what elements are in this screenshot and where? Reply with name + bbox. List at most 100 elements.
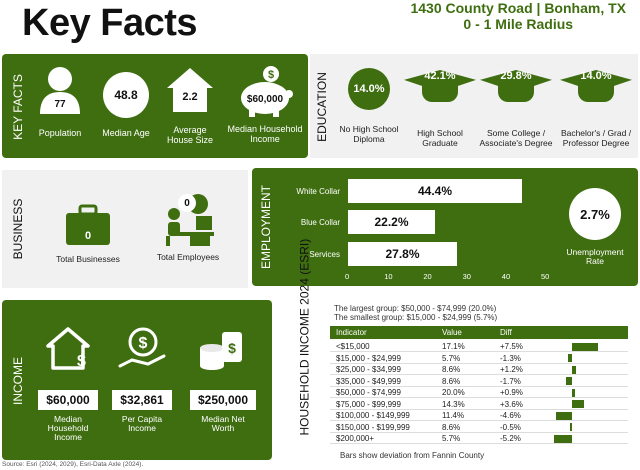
employment-tick: 40 [501,272,511,281]
median-age-circle: 48.8 [103,72,149,118]
total-employees-fact: 0 Total Employees [148,192,228,262]
coins-stack-icon: $ [200,332,242,370]
employment-bar-value: 22.2% [374,215,409,229]
row-diff: +0.9% [500,388,523,397]
diff-bar [572,388,576,397]
median-age-value: 48.8 [114,88,138,102]
row-diff: +7.5% [500,342,523,351]
population-label: Population [38,128,82,138]
row-indicator: $35,000 - $49,999 [336,376,401,386]
graduation-cap-icon: 14.0% [558,62,634,114]
header-value: Value [442,328,462,337]
table-row: $150,000 - $199,999 8.6% -0.5% [330,422,628,433]
median-net-worth-box: $250,000 [190,390,256,410]
diff-bar [554,434,572,443]
row-indicator: $100,000 - $149,999 [336,411,410,420]
median-household-income-box: $60,000 [38,390,98,410]
person-icon [40,67,80,114]
row-value: 14.3% [442,399,465,409]
education-no-diploma: 14.0% No High School Diploma [336,68,402,144]
employment-tick: 50 [541,272,550,281]
unemployment-value: 2.7% [580,206,610,222]
diff-bar [572,342,598,351]
house-size-label: Average House Size [166,125,214,145]
row-value: 8.6% [442,365,461,374]
table-header: Indicator Value Diff [330,326,628,339]
no-diploma-circle: 14.0% [348,68,390,110]
total-employees-label: Total Employees [156,252,220,262]
row-value: 8.6% [442,422,461,432]
median-net-worth-label: Median Net Worth [201,414,245,433]
education-high-school: 42.1% High School Graduate [402,62,478,148]
bachelors-label: Bachelor's / Grad / Professor Degree [560,128,632,148]
total-businesses-fact: 0 Total Businesses [52,204,124,264]
bachelors-value: 14.0% [580,70,612,82]
household-income-footnote: Bars show deviation from Fannin County [340,451,485,460]
total-businesses-label: Total Businesses [56,254,120,264]
row-indicator: $150,000 - $199,999 [336,422,410,432]
employment-bar-value: 27.8% [385,247,420,261]
address: 1430 County Road | Bonham, TX 0 - 1 Mile… [410,0,626,32]
graduation-cap-icon: 42.1% [402,62,478,114]
employment-tick: 20 [423,272,432,281]
piggy-bank-icon: $ [241,66,293,117]
smallest-group-note: The smallest group: $15,000 - $24,999 (5… [334,313,498,322]
employment-row-label: Services [309,250,340,259]
diff-bar [572,365,577,374]
household-income-label: HOUSEHOLD INCOME 2024 (ESRI) [297,238,312,436]
median-age-fact: 48.8 Median Age [94,72,158,138]
household-income-table: Indicator Value Diff <$15,000 17.1% +7.5% $… [330,326,628,448]
briefcase-icon [66,204,110,245]
employment-tick: 30 [462,272,471,281]
page-title: Key Facts [22,2,198,44]
table-row: $35,000 - $49,999 8.6% -1.7% [330,376,628,387]
row-indicator: $15,000 - $24,999 [336,353,401,363]
row-diff: -0.5% [500,422,521,432]
hand-coin-icon: $ [118,327,166,368]
high-school-value: 42.1% [424,70,456,82]
employment-bar: 22.2% [348,210,436,234]
header-indicator: Indicator [336,328,367,337]
row-indicator: <$15,000 [336,342,370,351]
table-row: $15,000 - $24,999 5.7% -1.3% [330,353,628,364]
some-college-label: Some College / Associate's Degree [479,128,553,148]
population-value: 77 [54,99,66,110]
population-fact: 77 Population [30,66,90,138]
row-diff: -5.2% [500,434,521,443]
unemployment-fact: 2.7% Unemployment Rate [560,188,630,266]
row-value: 8.6% [442,376,461,386]
diff-bar [566,377,572,385]
employment-row-label: Blue Collar [300,218,340,227]
svg-text:$: $ [228,340,236,356]
row-diff: +3.6% [500,399,523,409]
largest-group-note: The largest group: $50,000 - $74,999 (20… [334,304,497,313]
median-household-income-value: $60,000 [246,94,284,105]
income-panel [2,300,272,460]
row-value: 11.4% [442,411,465,420]
svg-text:$: $ [139,335,148,352]
education-bachelors: 14.0% Bachelor's / Grad / Professor Degr… [556,62,636,148]
some-college-value: 29.8% [500,70,532,82]
employment-row-label: White Collar [296,187,340,196]
svg-text:$: $ [268,69,274,81]
employment-tick: 10 [384,272,393,281]
source-note: Source: Esri (2024, 2029), Esri-Data Axl… [2,461,144,468]
high-school-label: High School Graduate [417,128,463,148]
income-label: INCOME [11,357,25,405]
table-row: $200,000+ 5.7% -5.2% [330,433,628,444]
diff-bar [556,411,572,420]
diff-bar [570,423,572,431]
row-value: 20.0% [442,388,465,397]
svg-text:$: $ [77,353,86,370]
row-indicator: $200,000+ [336,434,375,443]
education-label: EDUCATION [315,72,329,142]
per-capita-income-label: Per Capita Income [121,414,163,433]
table-row: $75,000 - $99,999 14.3% +3.6% [330,399,628,410]
row-value: 5.7% [442,353,461,363]
total-employees-value: 0 [184,197,190,209]
row-diff: -1.3% [500,353,521,363]
house-size-fact: 2.2 Average House Size [160,66,220,145]
diff-bar [572,400,585,408]
unemployment-label: Unemployment Rate [566,247,624,266]
table-row: $25,000 - $34,999 8.6% +1.2% [330,364,628,375]
